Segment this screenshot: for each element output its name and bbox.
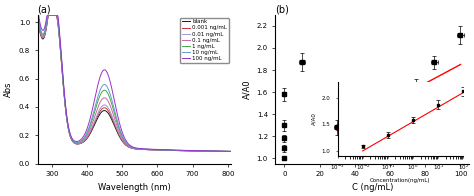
Legend: blank, 0.001 ng/mL, 0.01 ng/mL, 0.1 ng/mL, 1 ng/mL, 10 ng/mL, 100 ng/mL: blank, 0.001 ng/mL, 0.01 ng/mL, 0.1 ng/m… bbox=[180, 18, 228, 63]
0.01 ng/mL bbox=[35, 15, 40, 18]
0.001 ng/mL bbox=[87, 131, 93, 134]
10 ng/mL bbox=[35, 14, 40, 16]
0.01 ng/mL bbox=[228, 150, 234, 153]
Y-axis label: A/A0: A/A0 bbox=[242, 80, 251, 99]
Y-axis label: Abs: Abs bbox=[4, 82, 13, 97]
blank bbox=[72, 142, 77, 144]
100 ng/mL bbox=[212, 150, 218, 152]
0.001 ng/mL bbox=[220, 150, 226, 152]
0.01 ng/mL bbox=[47, 14, 53, 16]
0.1 ng/mL bbox=[35, 14, 40, 16]
0.001 ng/mL bbox=[35, 15, 40, 18]
Line: 10 ng/mL: 10 ng/mL bbox=[37, 15, 231, 151]
0.1 ng/mL bbox=[87, 128, 93, 130]
0.1 ng/mL bbox=[228, 150, 234, 153]
10 ng/mL bbox=[71, 140, 76, 142]
0.1 ng/mL bbox=[213, 150, 219, 152]
1 ng/mL bbox=[228, 150, 234, 152]
1 ng/mL bbox=[212, 150, 218, 152]
0.001 ng/mL bbox=[213, 150, 219, 152]
0.001 ng/mL bbox=[47, 14, 53, 16]
0.1 ng/mL bbox=[220, 150, 226, 152]
X-axis label: Wavelength (nm): Wavelength (nm) bbox=[98, 183, 171, 192]
0.1 ng/mL bbox=[43, 30, 48, 32]
10 ng/mL bbox=[86, 126, 92, 128]
10 ng/mL bbox=[228, 150, 234, 152]
0.01 ng/mL bbox=[87, 130, 93, 133]
0.01 ng/mL bbox=[220, 150, 226, 152]
blank bbox=[228, 150, 234, 153]
100 ng/mL bbox=[43, 23, 48, 26]
0.1 ng/mL bbox=[46, 14, 51, 16]
10 ng/mL bbox=[212, 150, 218, 152]
Line: 0.01 ng/mL: 0.01 ng/mL bbox=[37, 15, 231, 152]
blank bbox=[35, 17, 40, 19]
Line: 0.001 ng/mL: 0.001 ng/mL bbox=[37, 15, 231, 152]
Line: 0.1 ng/mL: 0.1 ng/mL bbox=[37, 15, 231, 152]
100 ng/mL bbox=[46, 14, 52, 16]
0.01 ng/mL bbox=[46, 14, 51, 16]
0.001 ng/mL bbox=[72, 142, 77, 144]
blank bbox=[220, 150, 226, 152]
Text: (b): (b) bbox=[275, 4, 289, 14]
0.1 ng/mL bbox=[47, 14, 53, 16]
100 ng/mL bbox=[219, 150, 225, 152]
blank bbox=[213, 150, 219, 152]
0.01 ng/mL bbox=[213, 150, 219, 152]
1 ng/mL bbox=[46, 14, 52, 16]
100 ng/mL bbox=[86, 121, 92, 123]
10 ng/mL bbox=[219, 150, 225, 152]
0.001 ng/mL bbox=[46, 14, 51, 16]
1 ng/mL bbox=[219, 150, 225, 152]
0.001 ng/mL bbox=[43, 31, 48, 33]
10 ng/mL bbox=[43, 27, 48, 29]
100 ng/mL bbox=[35, 14, 40, 16]
X-axis label: C (ng/mL): C (ng/mL) bbox=[352, 183, 393, 192]
blank bbox=[43, 32, 48, 34]
100 ng/mL bbox=[71, 139, 76, 142]
0.01 ng/mL bbox=[43, 31, 48, 33]
1 ng/mL bbox=[43, 28, 48, 31]
1 ng/mL bbox=[35, 14, 40, 16]
blank bbox=[47, 14, 53, 16]
0.001 ng/mL bbox=[228, 150, 234, 153]
0.1 ng/mL bbox=[72, 142, 77, 144]
blank bbox=[46, 14, 51, 16]
100 ng/mL bbox=[228, 150, 234, 152]
1 ng/mL bbox=[71, 140, 76, 143]
0.01 ng/mL bbox=[72, 142, 77, 144]
Line: 1 ng/mL: 1 ng/mL bbox=[37, 15, 231, 151]
Line: blank: blank bbox=[37, 15, 231, 152]
1 ng/mL bbox=[86, 127, 92, 130]
blank bbox=[87, 132, 93, 135]
Text: (a): (a) bbox=[37, 4, 51, 14]
Line: 100 ng/mL: 100 ng/mL bbox=[37, 15, 231, 151]
10 ng/mL bbox=[46, 14, 52, 16]
